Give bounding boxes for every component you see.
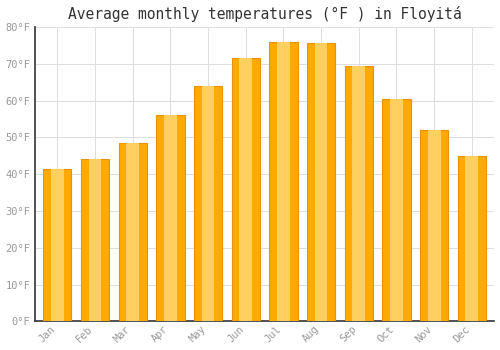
- Bar: [88, 159, 102, 321]
- Bar: [240, 58, 252, 321]
- Bar: [390, 99, 403, 321]
- Bar: [277, 42, 290, 321]
- Bar: [428, 130, 440, 321]
- Bar: [51, 169, 64, 321]
- Bar: [314, 43, 328, 321]
- Bar: [270, 42, 297, 321]
- Bar: [382, 99, 410, 321]
- Bar: [118, 143, 147, 321]
- Bar: [307, 43, 335, 321]
- Title: Average monthly temperatures (°F ) in Floyitá: Average monthly temperatures (°F ) in Fl…: [68, 6, 462, 22]
- Bar: [194, 86, 222, 321]
- Bar: [466, 156, 478, 321]
- Bar: [352, 65, 365, 321]
- Bar: [126, 143, 139, 321]
- Bar: [202, 86, 214, 321]
- Bar: [344, 65, 373, 321]
- Bar: [458, 156, 486, 321]
- Bar: [232, 58, 260, 321]
- Bar: [156, 115, 184, 321]
- Bar: [43, 169, 72, 321]
- Bar: [81, 159, 109, 321]
- Bar: [420, 130, 448, 321]
- Bar: [164, 115, 176, 321]
